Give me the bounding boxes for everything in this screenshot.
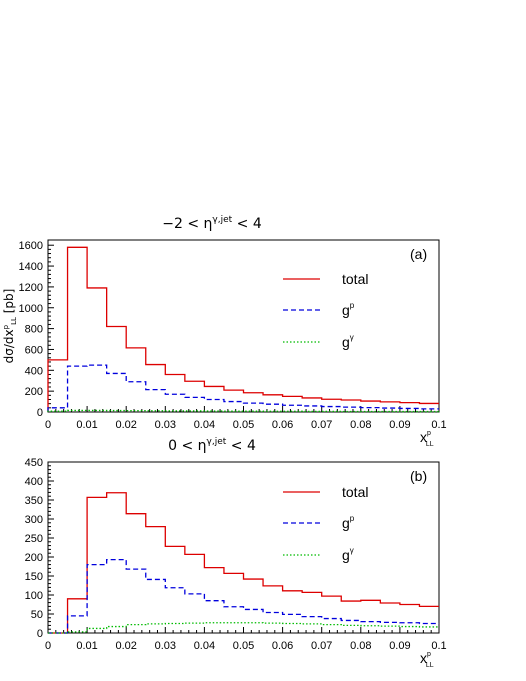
x-tick-label: 0.03 xyxy=(155,640,176,652)
chart-title: −2 < ηγ,jet < 4 xyxy=(162,215,262,232)
x-tick-label: 0.04 xyxy=(194,640,215,652)
x-axis-label: xp LL xyxy=(420,650,434,669)
x-tick-label: 0.07 xyxy=(311,419,332,431)
x-tick-label: 0.1 xyxy=(431,640,446,652)
x-tick-label: 0 xyxy=(45,640,51,652)
xlabel-superscript: p xyxy=(427,430,431,437)
ylabel-unit: [pb] xyxy=(2,289,16,317)
y-tick-label: 600 xyxy=(25,344,43,356)
legend-label-g-p: gp xyxy=(342,301,355,318)
legend-superscript: γ xyxy=(350,546,354,555)
x-tick-label: 0.01 xyxy=(76,640,97,652)
panel-a: −2 < ηγ,jet < 4dσ/dxpLL [pb]xp LL0 0.01 0.0… xyxy=(2,215,447,448)
x-tick-label: 0.09 xyxy=(389,419,410,431)
x-tick-label: 0.03 xyxy=(155,419,176,431)
legend-label-g-gamma: gγ xyxy=(342,333,354,350)
ylabel-superscript: p xyxy=(2,324,10,329)
x-axis-label: xp LL xyxy=(420,429,434,448)
title-text-part: −2 < xyxy=(162,216,203,232)
title-text-part: < 4 xyxy=(226,438,256,454)
y-tick-label: 200 xyxy=(25,386,43,398)
legend-superscript: γ xyxy=(350,333,354,342)
x-tick-label: 0.06 xyxy=(272,640,293,652)
legend-g: g xyxy=(342,515,350,531)
legend-superscript: p xyxy=(350,301,355,310)
y-tick-label: 1000 xyxy=(19,303,43,315)
series-g-gamma-histogram xyxy=(47,409,439,413)
legend-label-total: total xyxy=(342,271,368,287)
x-tick-label: 0.05 xyxy=(233,640,254,652)
xlabel-x: x xyxy=(420,429,427,445)
x-tick-label: 0.09 xyxy=(389,640,410,652)
x-tick-label: 0.02 xyxy=(115,640,136,652)
title-text-part: 0 < xyxy=(168,438,198,454)
x-tick-label: 0.06 xyxy=(272,419,293,431)
x-tick-label: 0.08 xyxy=(350,640,371,652)
legend-superscript: p xyxy=(350,514,355,523)
xlabel-subscript: LL xyxy=(426,662,434,669)
y-tick-label: 50 xyxy=(31,609,43,621)
xlabel-subscript: LL xyxy=(426,441,434,448)
ylabel-text-part: dσ/dx xyxy=(2,329,16,363)
legend-label-g-gamma: gγ xyxy=(342,546,354,563)
series-total-histogram xyxy=(47,246,439,412)
panel-b: 0 < ηγ,jet < 4xp LL0 0.01 0.02 0.03 0.04 0.05 0… xyxy=(25,437,447,669)
y-tick-label: 450 xyxy=(25,457,43,469)
x-tick-label: 0.05 xyxy=(233,419,254,431)
x-tick-label: 0.02 xyxy=(115,419,136,431)
x-tick-label: 0.1 xyxy=(431,419,446,431)
legend-g: g xyxy=(342,302,350,318)
x-tick-label: 0.08 xyxy=(350,419,371,431)
y-tick-label: 350 xyxy=(25,495,43,507)
series-total-histogram xyxy=(48,492,439,634)
ylabel-subscript: LL xyxy=(10,317,18,325)
y-tick-label: 400 xyxy=(25,365,43,377)
title-text-part: < 4 xyxy=(232,216,262,232)
title-eta: η xyxy=(204,216,213,232)
chart-title: 0 < ηγ,jet < 4 xyxy=(168,437,256,454)
y-axis-label: dσ/dxpLL [pb] xyxy=(2,289,18,364)
x-tick-label: 0.04 xyxy=(194,419,215,431)
y-tick-label: 200 xyxy=(25,552,43,564)
legend-label-total: total xyxy=(342,484,368,500)
xlabel-x: x xyxy=(420,650,427,666)
y-tick-label: 0 xyxy=(37,628,43,640)
x-tick-label: 0.01 xyxy=(76,419,97,431)
x-tick-label: 0.07 xyxy=(311,640,332,652)
y-tick-label: 100 xyxy=(25,590,43,602)
series-g-p-histogram xyxy=(48,559,439,634)
title-eta: η xyxy=(198,438,207,454)
y-tick-label: 250 xyxy=(25,533,43,545)
legend-g: g xyxy=(342,547,350,563)
y-tick-label: 1600 xyxy=(19,240,43,252)
title-superscript: γ,jet xyxy=(212,215,232,225)
legend-g: g xyxy=(342,334,350,350)
title-superscript: γ,jet xyxy=(207,437,227,447)
xlabel-superscript: p xyxy=(427,651,431,658)
y-tick-label: 150 xyxy=(25,571,43,583)
y-tick-label: 300 xyxy=(25,514,43,526)
y-tick-label: 400 xyxy=(25,476,43,488)
y-tick-label: 800 xyxy=(25,324,43,336)
x-tick-label: 0 xyxy=(45,419,51,431)
panel-tag: (a) xyxy=(410,246,427,262)
y-tick-label: 1200 xyxy=(19,282,43,294)
panel-tag: (b) xyxy=(410,468,427,484)
series-g-p-histogram xyxy=(47,364,439,412)
y-tick-label: 1400 xyxy=(19,261,43,273)
y-tick-label: 0 xyxy=(37,407,43,419)
legend-label-g-p: gp xyxy=(342,514,355,531)
